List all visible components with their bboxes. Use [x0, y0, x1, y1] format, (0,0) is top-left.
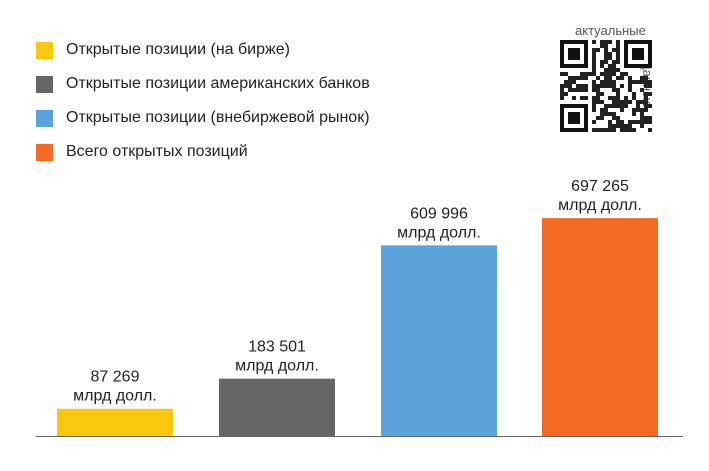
- qr-code-icon: [560, 40, 652, 132]
- bar-value-label: 183 501: [248, 339, 306, 356]
- bar-unit-label: млрд долл.: [73, 388, 157, 405]
- legend-label: Открытые позиции американских банков: [66, 75, 370, 92]
- bar: [57, 408, 173, 436]
- bar-unit-label: млрд долл.: [397, 224, 481, 241]
- bar: [381, 245, 497, 436]
- legend-swatch: [36, 144, 53, 161]
- bar-chart: 87 269 млрд долл. 183 501 млрд долл. 609 996…: [36, 178, 683, 437]
- bar-unit-label: млрд долл.: [558, 197, 642, 214]
- legend-label: Открытые позиции (внебиржевой рынок): [66, 109, 370, 126]
- qr-code-block[interactable]: актуальные данные: [558, 24, 668, 136]
- legend-label: Открытые позиции (на бирже): [66, 41, 290, 58]
- bar: [542, 218, 658, 436]
- legend-label: Всего открытых позиций: [66, 143, 248, 160]
- bar-unit-label: млрд долл.: [235, 358, 319, 375]
- qr-caption-top: актуальные: [575, 23, 646, 38]
- legend-swatch: [36, 42, 53, 59]
- legend-swatch: [36, 76, 53, 93]
- bar-value-label: 697 265: [571, 178, 629, 195]
- bar: [219, 378, 335, 436]
- bar-value-label: 87 269: [91, 369, 140, 386]
- legend-swatch: [36, 110, 53, 127]
- bar-value-label: 609 996: [410, 205, 468, 222]
